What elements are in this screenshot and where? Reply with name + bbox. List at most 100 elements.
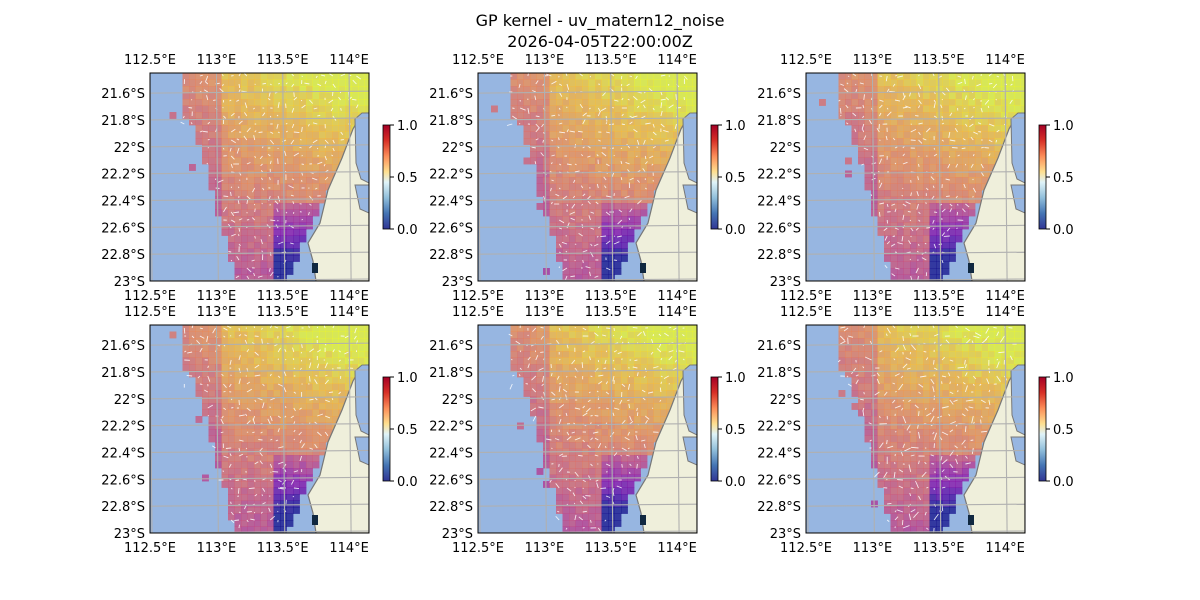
colorbar-tick-label: 0.0 <box>725 475 746 490</box>
field-cell <box>890 383 898 391</box>
field-cell <box>228 190 235 197</box>
field-cell <box>588 344 596 352</box>
field-cell <box>319 196 326 204</box>
field-cell <box>536 151 544 158</box>
field-cell <box>582 481 589 488</box>
quiver-arrow <box>542 139 545 143</box>
field-cell <box>634 131 641 139</box>
field-cell <box>202 409 209 417</box>
field-cell <box>949 255 956 262</box>
quiver-arrow <box>603 367 607 370</box>
lat-tick: 22°S <box>442 393 473 408</box>
quiver-arrow <box>238 511 241 514</box>
field-cell <box>851 364 859 371</box>
quiver-arrow <box>962 138 966 141</box>
field-cell <box>267 429 274 436</box>
lat-gridline <box>150 171 369 175</box>
quiver-arrow <box>293 470 299 473</box>
field-cell <box>858 151 865 158</box>
quiver-arrow <box>621 383 626 387</box>
field-cell <box>621 481 628 488</box>
field-cell <box>890 222 898 230</box>
field-cell <box>601 494 609 501</box>
quiver-arrow <box>916 203 919 210</box>
field-cell <box>345 118 352 126</box>
field-cell <box>530 403 537 410</box>
field-cell <box>903 255 911 262</box>
field-cell <box>614 157 622 165</box>
field-cell <box>864 344 872 352</box>
quiver-arrow <box>621 123 625 126</box>
field-cell <box>1014 99 1021 106</box>
quiver-arrow <box>652 107 655 111</box>
field-cell <box>595 196 602 204</box>
quiver-arrow <box>230 219 236 223</box>
quiver-arrow <box>613 399 615 402</box>
field-cell <box>543 157 550 165</box>
quiver-arrow <box>594 454 599 457</box>
field-cell <box>319 138 326 145</box>
quiver-arrow <box>660 98 666 101</box>
field-cell <box>1020 99 1025 106</box>
field-cell <box>903 118 911 126</box>
field-cell <box>189 338 196 345</box>
field-cell <box>325 390 333 397</box>
field-cell <box>582 99 589 106</box>
field-cell <box>884 151 891 158</box>
field-cell <box>556 151 563 158</box>
quiver-arrow <box>582 259 584 264</box>
field-cell <box>549 138 557 145</box>
quiver-arrow <box>230 186 233 189</box>
field-cell <box>621 235 628 243</box>
field-cell <box>273 416 281 423</box>
field-cell <box>595 507 602 514</box>
field-cell <box>864 183 872 191</box>
field-cell <box>247 357 255 365</box>
quiver-arrow <box>543 195 546 202</box>
field-cell <box>260 357 268 365</box>
field-cell <box>871 92 878 100</box>
field-cell <box>562 248 570 256</box>
field-cell <box>660 164 667 171</box>
field-cell <box>601 429 609 436</box>
quiver-arrow <box>518 83 521 88</box>
quiver-arrow <box>206 162 209 165</box>
field-cell <box>221 377 229 384</box>
field-cell <box>241 422 248 430</box>
field-cell <box>871 203 878 210</box>
field-cell <box>517 325 524 332</box>
field-cell <box>601 190 609 197</box>
field-cell <box>890 248 898 256</box>
field-cell <box>254 138 261 145</box>
quiver-arrow <box>988 123 995 127</box>
field-cell <box>1014 86 1021 93</box>
map-panel-2: 112.5°E112.5°E113°E113°E113.5°E113.5°E11… <box>429 53 745 304</box>
field-cell <box>273 344 281 352</box>
field-cell <box>916 73 924 80</box>
field-cell <box>647 344 654 352</box>
field-cell <box>273 261 281 269</box>
quiver-arrow <box>555 193 560 197</box>
field-cell <box>325 357 333 365</box>
field-cell <box>536 125 544 132</box>
field-cell <box>601 390 609 397</box>
field-cell <box>254 429 261 436</box>
quiver-arrow <box>605 267 611 271</box>
colorbar-gradient <box>710 124 719 230</box>
quiver-arrow <box>290 415 295 419</box>
field-cell <box>267 73 274 80</box>
quiver-arrow <box>540 152 544 157</box>
field-cell <box>929 390 937 397</box>
field-cell <box>575 338 583 345</box>
quiver-arrow <box>558 114 560 117</box>
quiver-arrow <box>301 443 305 449</box>
field-cell <box>640 448 648 456</box>
field-cell <box>293 99 300 106</box>
field-cell <box>634 105 641 113</box>
field-cell <box>936 216 943 223</box>
field-cell <box>202 73 209 80</box>
quiver-arrow <box>558 463 560 467</box>
quiver-arrow <box>238 73 242 77</box>
field-cell <box>562 203 570 210</box>
field-cell <box>666 357 674 365</box>
